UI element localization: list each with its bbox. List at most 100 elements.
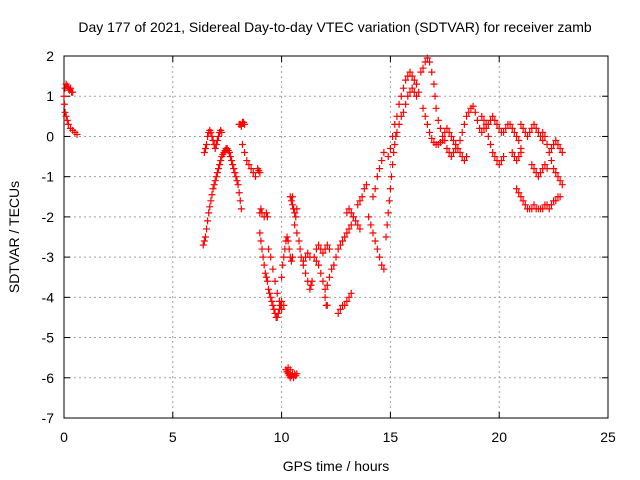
data-point [211,177,219,185]
data-point [376,253,384,261]
data-point [526,128,534,136]
data-point [235,189,243,197]
x-tick-label: 5 [169,429,177,445]
data-point [304,249,312,257]
data-point [256,229,264,237]
data-point [404,92,412,100]
data-point [235,120,243,128]
data-point [508,149,516,157]
data-point [493,120,501,128]
data-point [460,120,468,128]
data-point [389,132,397,140]
data-point [402,76,410,84]
data-point [349,213,357,221]
y-tick-label: -6 [42,370,55,386]
data-point [332,253,340,261]
data-point [426,128,434,136]
data-point [209,185,217,193]
data-point [228,157,236,165]
plot-frame [63,55,609,419]
data-point [428,134,436,142]
data-point [73,130,81,138]
data-point [203,225,211,233]
data-point [558,149,566,157]
data-point [384,153,392,161]
data-point [463,153,471,161]
data-point [268,297,276,305]
data-point [341,301,349,309]
data-point [347,289,355,297]
data-point [211,145,219,153]
y-tick-label: 2 [46,48,54,64]
x-tick-label: 20 [491,429,507,445]
data-point [510,128,518,136]
data-point [471,108,479,116]
data-point [484,132,492,140]
data-point [262,209,270,217]
y-tick-label: 1 [46,88,54,104]
data-point [233,177,241,185]
data-point [545,205,553,213]
data-point [259,253,267,261]
data-point [310,253,318,261]
data-point [545,149,553,157]
data-point [293,205,301,213]
x-tick-labels: 0 5 10 15 20 25 [60,429,616,445]
data-point [386,185,394,193]
data-point [339,237,347,245]
data-point [395,100,403,108]
data-point [558,181,566,189]
data-point [266,289,274,297]
data-point [232,173,240,181]
data-point [345,205,353,213]
y-tick-label: 0 [46,128,54,144]
data-point [323,281,331,289]
data-point [539,128,547,136]
data-point [229,161,237,169]
data-point [317,269,325,277]
data-point [257,205,265,213]
data-point [389,161,397,169]
data-point [283,233,291,241]
data-point [200,237,208,245]
axis-ticks [63,55,609,419]
data-point [315,241,323,249]
data-point [543,165,551,173]
data-point [261,269,269,277]
data-point [410,88,418,96]
data-point [532,124,540,132]
data-point [537,169,545,177]
data-point [341,233,349,241]
data-point [452,145,460,153]
data-point [489,112,497,120]
data-point [371,237,379,245]
data-point [60,100,68,108]
data-point [530,120,538,128]
data-point [291,209,299,217]
data-point [273,289,281,297]
data-point [515,153,523,161]
data-point [354,221,362,229]
data-point [447,153,455,161]
data-point [419,104,427,112]
data-point [406,68,414,76]
data-point [550,165,558,173]
data-point [482,124,490,132]
data-point [528,161,536,169]
data-point [249,169,257,177]
data-point [306,285,314,293]
data-point [201,233,209,241]
data-point [423,120,431,128]
data-point [334,245,342,253]
data-point [500,153,508,161]
data-point [347,221,355,229]
data-point [214,165,222,173]
data-point [547,145,555,153]
y-tick-label: -5 [42,330,55,346]
data-point [387,173,395,181]
data-point [380,265,388,273]
data-point [287,197,295,205]
data-point [382,233,390,241]
data-point [319,249,327,257]
x-axis-label: GPS time / hours [283,458,390,474]
